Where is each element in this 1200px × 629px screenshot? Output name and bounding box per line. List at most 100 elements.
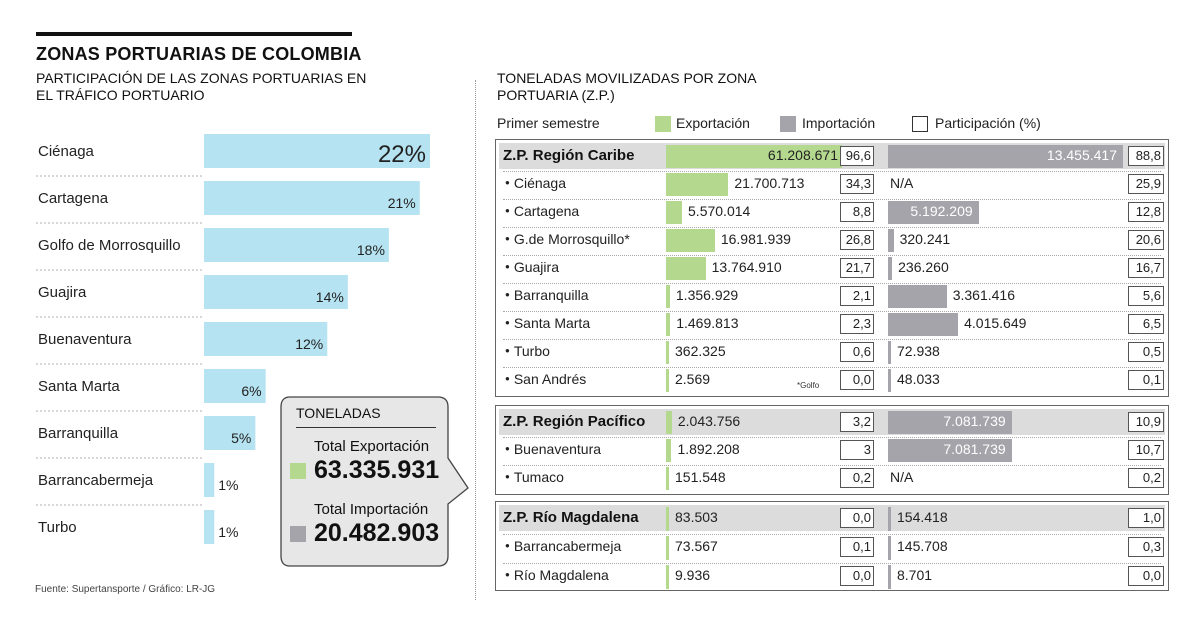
export-value: 1.892.208 xyxy=(677,441,740,457)
import-value: 236.260 xyxy=(898,259,949,275)
import-bar xyxy=(888,285,947,308)
share-bar-chart: Ciénaga 22% Cartagena 21% Golfo de Morrosqui… xyxy=(36,134,430,544)
import-value: 7.081.739 xyxy=(943,441,1006,457)
golfo-note: *Golfo xyxy=(797,381,820,390)
export-value: 2.043.756 xyxy=(677,413,741,429)
export-value: 83.503 xyxy=(675,509,718,525)
import-share-box: 0,3 xyxy=(1128,537,1164,557)
export-share-box: 0,0 xyxy=(840,508,874,528)
bar-4 xyxy=(204,322,328,356)
value-label: 1% xyxy=(218,477,238,493)
import-value: N/A xyxy=(890,175,914,191)
import-share-box: 1,0 xyxy=(1128,508,1164,528)
row-divider xyxy=(503,283,1161,284)
value-label: 12% xyxy=(295,336,323,352)
value-label: 22% xyxy=(378,141,426,168)
export-value: 2.569 xyxy=(675,371,711,387)
import-bar xyxy=(888,536,891,560)
category-label: Buenaventura xyxy=(38,331,132,348)
title-rule xyxy=(36,32,352,36)
export-bar xyxy=(666,145,842,168)
legend-export-swatch xyxy=(655,116,671,132)
category-label: Barrancabermeja xyxy=(38,472,154,489)
row-divider xyxy=(503,311,1161,312)
port-name: Río Magdalena xyxy=(505,567,609,583)
export-value: 1.356.929 xyxy=(675,287,739,303)
export-share-box: 21,7 xyxy=(840,258,874,278)
category-label: Golfo de Morrosquillo xyxy=(38,237,181,254)
column-divider xyxy=(475,80,476,600)
row-divider xyxy=(503,367,1161,368)
source-note: Fuente: Supertansporte / Gráfico: LR-JG xyxy=(35,584,216,595)
export-share-box: 0,0 xyxy=(840,370,874,390)
table-title: TONELADAS MOVILIZADAS POR ZONA PORTUARIA… xyxy=(497,70,756,103)
row-divider xyxy=(503,227,1161,228)
export-share-box: 3 xyxy=(840,440,874,460)
import-share-box: 0,5 xyxy=(1128,342,1164,362)
group-name: Z.P. Región Pacífico xyxy=(503,413,646,430)
group-name: Z.P. Río Magdalena xyxy=(503,509,639,526)
import-bar xyxy=(888,145,1123,168)
export-value: 9.936 xyxy=(675,567,711,583)
export-share-box: 0,6 xyxy=(840,342,874,362)
import-value: 320.241 xyxy=(899,231,951,247)
export-bar xyxy=(666,411,672,434)
import-bar xyxy=(888,201,979,224)
row-divider xyxy=(503,534,1161,535)
export-share-box: 2,1 xyxy=(840,286,874,306)
page-subtitle: PARTICIPACIÓN DE LAS ZONAS PORTUARIAS EN… xyxy=(36,70,367,103)
export-share-box: 8,8 xyxy=(840,202,874,222)
total-export-label: Total Exportación xyxy=(314,438,430,455)
legend-period: Primer semestre xyxy=(497,115,600,131)
value-label: 6% xyxy=(241,383,261,399)
export-bar xyxy=(666,229,715,252)
value-label: 18% xyxy=(357,242,385,258)
port-name: San Andrés xyxy=(505,371,586,387)
import-share-box: 12,8 xyxy=(1128,202,1164,222)
export-bar xyxy=(666,467,669,490)
export-bar xyxy=(666,201,683,224)
category-label: Santa Marta xyxy=(38,378,120,395)
export-share-box: 0,0 xyxy=(840,566,874,586)
legend-import-swatch xyxy=(780,116,796,132)
import-bar xyxy=(888,565,891,589)
row-divider xyxy=(503,465,1161,466)
import-value: N/A xyxy=(890,469,914,485)
row-divider xyxy=(503,171,1161,172)
import-bar xyxy=(888,341,891,364)
import-share-box: 10,7 xyxy=(1128,440,1164,460)
port-name: Barrancabermeja xyxy=(505,538,621,554)
group-name: Z.P. Región Caribe xyxy=(503,147,635,164)
export-share-box: 96,6 xyxy=(840,146,874,166)
category-label: Turbo xyxy=(38,519,77,536)
value-label: 14% xyxy=(316,289,344,305)
import-bar xyxy=(888,439,1012,462)
import-share-box: 0,1 xyxy=(1128,370,1164,390)
page-title: ZONAS PORTUARIAS DE COLOMBIA xyxy=(36,44,362,64)
port-name: G.de Morrosquillo* xyxy=(505,231,630,247)
totals-callout xyxy=(280,396,469,567)
bar-3 xyxy=(204,275,348,309)
bar-5 xyxy=(204,369,266,403)
total-import-label: Total Importación xyxy=(314,501,429,518)
legend-import: Importación xyxy=(802,115,876,131)
legend-export: Exportación xyxy=(676,115,750,131)
import-bar xyxy=(888,229,894,252)
import-value: 4.015.649 xyxy=(964,315,1027,331)
import-share-box: 16,7 xyxy=(1128,258,1164,278)
export-bar xyxy=(666,439,672,462)
import-bar xyxy=(888,507,891,531)
totals-rule xyxy=(296,427,436,428)
export-value: 362.325 xyxy=(675,343,726,359)
import-value: 3.361.416 xyxy=(952,287,1015,303)
import-share-box: 88,8 xyxy=(1128,146,1164,166)
import-value: 8.701 xyxy=(897,567,933,583)
total-import-value: 20.482.903 xyxy=(314,519,440,547)
export-share-box: 2,3 xyxy=(840,314,874,334)
row-divider xyxy=(503,437,1161,438)
export-value: 1.469.813 xyxy=(676,315,739,331)
bar-6 xyxy=(204,416,256,450)
import-value: 154.418 xyxy=(897,509,948,525)
import-value: 145.708 xyxy=(897,538,948,554)
